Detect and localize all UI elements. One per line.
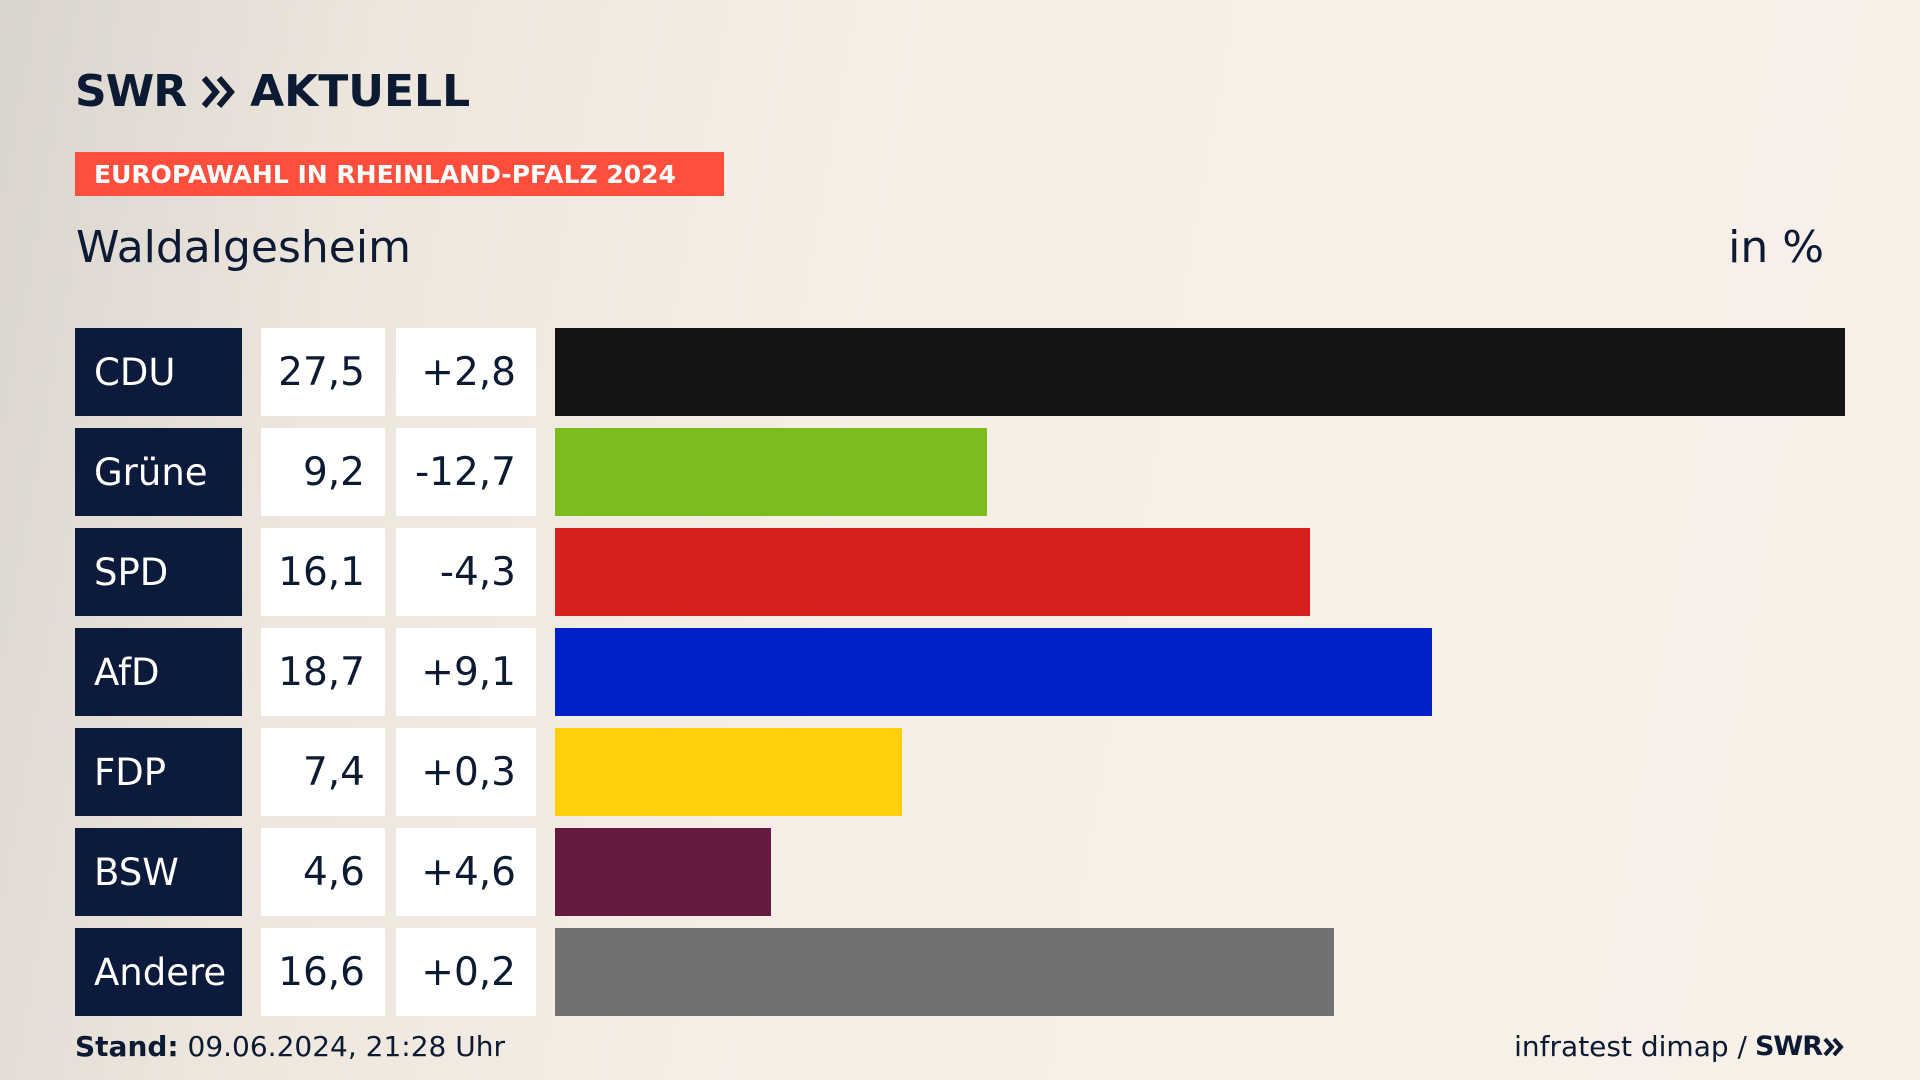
result-row: SPD 16,1 -4,3 [75,528,1845,616]
election-banner: EUROPAWAHL IN RHEINLAND-PFALZ 2024 [75,152,724,196]
result-row: BSW 4,6 +4,6 [75,828,1845,916]
party-label: Grüne [75,428,242,516]
vote-share-label: 9,2 [261,428,385,516]
logo-swr-text: SWR [75,66,187,117]
footer-double-chevron-icon [1823,1037,1844,1056]
result-bar [555,728,902,816]
change-label: +0,3 [396,728,536,816]
result-bar [555,328,1845,416]
source-text: infratest dimap / [1514,1030,1747,1063]
party-label: FDP [75,728,242,816]
result-row: Andere 16,6 +0,2 [75,928,1845,1016]
result-bar [555,528,1310,616]
unit-label: in % [1728,222,1824,273]
result-bar [555,828,771,916]
source-credit: infratest dimap / SWR [1514,1030,1844,1063]
stand-label: Stand: [75,1030,179,1063]
double-chevron-icon [201,76,236,108]
vote-share-label: 4,6 [261,828,385,916]
party-label: AfD [75,628,242,716]
change-label: +2,8 [396,328,536,416]
vote-share-label: 16,6 [261,928,385,1016]
change-label: +0,2 [396,928,536,1016]
vote-share-label: 27,5 [261,328,385,416]
change-label: -12,7 [396,428,536,516]
footer-swr-logo: SWR [1754,1031,1823,1062]
result-bar [555,428,987,516]
party-label: BSW [75,828,242,916]
logo-aktuell-text: AKTUELL [250,66,471,117]
result-row: CDU 27,5 +2,8 [75,328,1845,416]
result-bar [555,628,1432,716]
change-label: +4,6 [396,828,536,916]
timestamp: Stand: 09.06.2024, 21:28 Uhr [75,1030,505,1063]
region-title: Waldalgesheim [76,222,411,273]
vote-share-label: 16,1 [261,528,385,616]
vote-share-label: 7,4 [261,728,385,816]
result-row: FDP 7,4 +0,3 [75,728,1845,816]
result-row: Grüne 9,2 -12,7 [75,428,1845,516]
change-label: +9,1 [396,628,536,716]
result-bar [555,928,1334,1016]
swr-aktuell-logo: SWR AKTUELL [75,68,470,116]
vote-share-label: 18,7 [261,628,385,716]
stand-value: 09.06.2024, 21:28 Uhr [178,1030,505,1063]
change-label: -4,3 [396,528,536,616]
party-label: CDU [75,328,242,416]
result-row: AfD 18,7 +9,1 [75,628,1845,716]
party-label: SPD [75,528,242,616]
party-label: Andere [75,928,242,1016]
